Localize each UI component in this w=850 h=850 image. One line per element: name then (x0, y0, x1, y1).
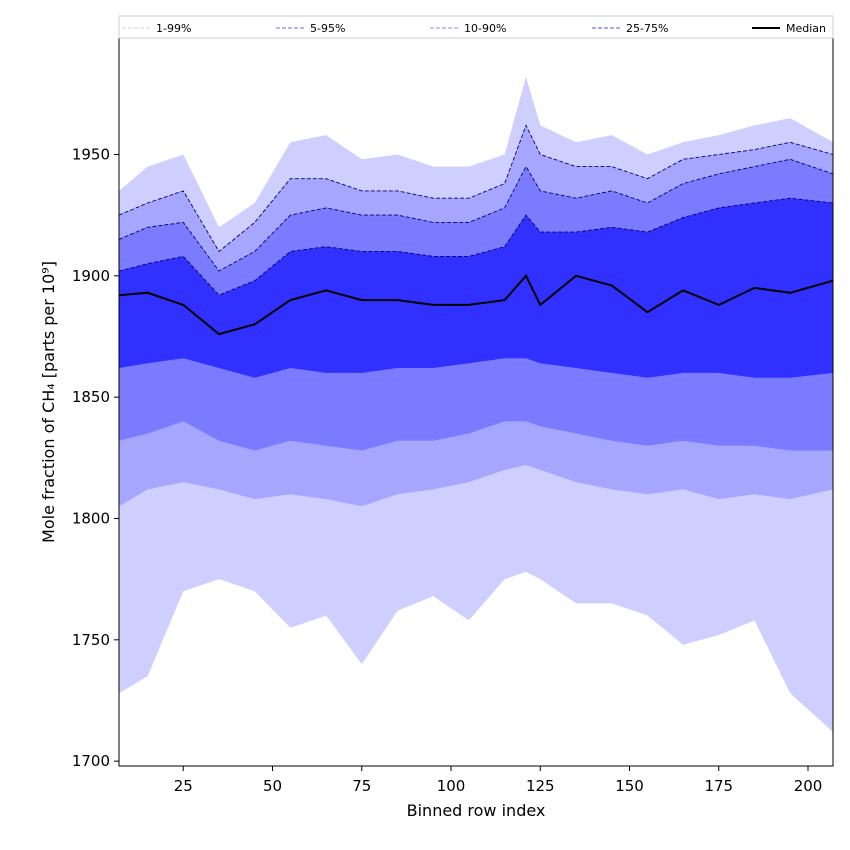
x-tick-label: 200 (794, 777, 823, 795)
x-tick-label: 50 (263, 777, 282, 795)
band-25-75 (119, 198, 833, 378)
band-edge-25-75 (118, 197, 834, 296)
x-tick-label: 175 (704, 777, 733, 795)
y-tick-label: 1750 (72, 631, 110, 649)
band-edge-5-95 (118, 124, 834, 253)
legend-box (118, 15, 834, 39)
legend-label: 1-99% (156, 22, 191, 35)
y-axis-label: Mole fraction of CH₄ [parts per 10⁹] (39, 261, 58, 543)
y-tick-label: 1800 (72, 509, 110, 527)
band-edge-10-90 (118, 158, 834, 272)
x-tick-label: 100 (437, 777, 466, 795)
x-tick-label: 125 (526, 777, 555, 795)
y-tick-label: 1950 (72, 145, 110, 163)
median-layer (118, 274, 834, 336)
y-tick-label: 1700 (72, 752, 110, 770)
median-line (118, 274, 834, 336)
x-tick-label: 150 (615, 777, 644, 795)
y-tick-label: 1900 (72, 267, 110, 285)
legend-label: Median (786, 22, 826, 35)
y-tick-label: 1850 (72, 388, 110, 406)
legend-label: 5-95% (310, 22, 345, 35)
x-axis: 25 50 75 100 125 150 175 200 (174, 766, 823, 795)
legend-label: 25-75% (626, 22, 668, 35)
y-axis: 1700 1750 1800 1850 1900 1950 (72, 145, 119, 770)
band-layer (118, 76, 834, 733)
x-tick-label: 25 (174, 777, 193, 795)
x-axis-label: Binned row index (407, 801, 546, 820)
legend: 1-99% 5-95% 10-90% 25-75% Median (118, 15, 834, 39)
x-tick-label: 75 (352, 777, 371, 795)
legend-label: 10-90% (464, 22, 506, 35)
